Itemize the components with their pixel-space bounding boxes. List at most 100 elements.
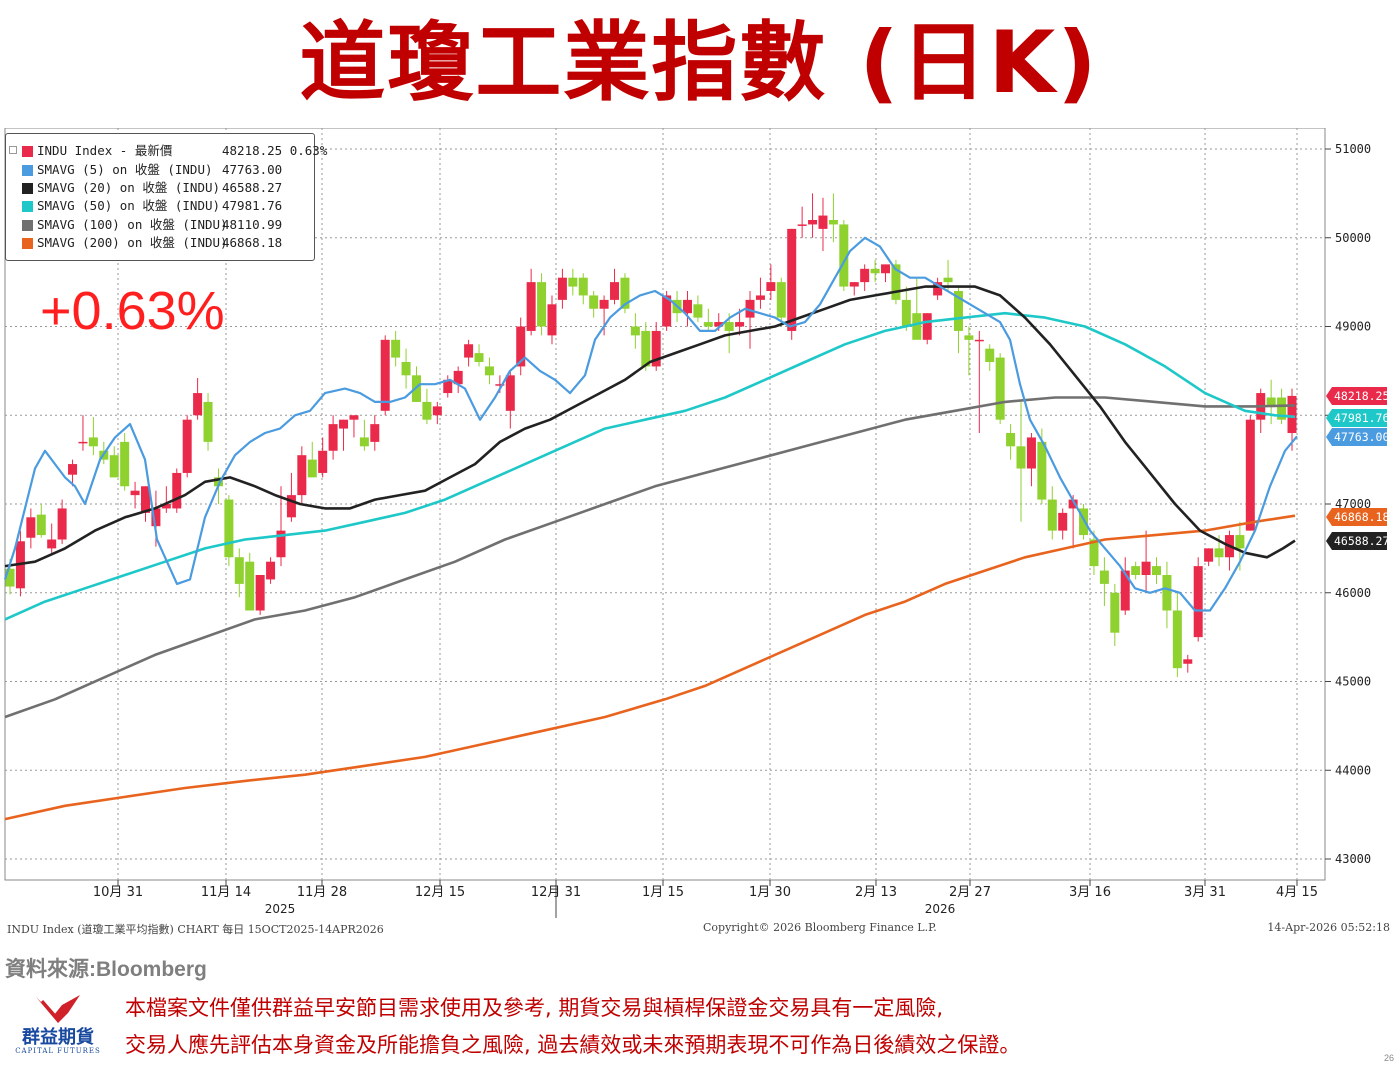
legend-swatch <box>22 201 33 212</box>
candle <box>682 291 692 327</box>
candle-body <box>1131 566 1141 575</box>
candle <box>922 313 932 345</box>
candle-body <box>151 508 161 527</box>
logo-text: 群益期貨 <box>22 1027 94 1048</box>
candle-body <box>495 384 505 386</box>
candle-body <box>557 277 567 300</box>
x-tick-label: 10月 31 <box>93 885 143 900</box>
candle <box>1006 424 1016 460</box>
candle-body <box>1047 499 1057 531</box>
x-tick-label: 4月 15 <box>1276 885 1318 900</box>
candle <box>537 273 547 336</box>
legend-row: SMAVG (50) on 收盤 (INDU) 47981.76 <box>6 197 314 215</box>
candle-body <box>881 264 891 274</box>
legend-swatch <box>22 220 33 231</box>
candle <box>766 264 776 300</box>
candle-body <box>1204 548 1214 562</box>
candle-body <box>1099 570 1109 584</box>
candle-body <box>1120 570 1130 611</box>
candle <box>1204 548 1214 567</box>
candle-body <box>891 264 901 300</box>
candle-body <box>995 357 1005 420</box>
candle-body <box>464 344 474 358</box>
candle-body <box>255 575 265 611</box>
sma-line <box>4 311 1296 621</box>
value-tag-label: 48218.25 <box>1334 389 1389 403</box>
sma-line <box>4 396 1296 719</box>
candle-body <box>568 277 578 287</box>
candle <box>724 313 734 354</box>
candle-body <box>120 441 130 487</box>
candle-body <box>714 322 724 327</box>
candle <box>391 330 401 367</box>
candle <box>266 557 276 584</box>
candle-body <box>922 313 932 340</box>
candle <box>516 317 526 376</box>
candle <box>380 335 390 416</box>
candle <box>1183 654 1193 673</box>
candle <box>1193 557 1203 642</box>
candle-body <box>297 455 307 496</box>
candle-body <box>422 401 432 420</box>
candle-body <box>620 277 630 309</box>
disclaimer: 本檔案文件僅供群益早安節目需求使用及參考, 期貨交易與槓桿保證金交易具有一定風險… <box>125 990 1020 1064</box>
candle-body <box>818 215 828 229</box>
candle <box>599 295 609 336</box>
candle-body <box>641 330 651 367</box>
candle <box>1047 486 1057 540</box>
candle <box>1079 504 1089 540</box>
candle-body <box>693 304 703 318</box>
candle <box>630 313 640 349</box>
value-tag: 47763.00 <box>1326 428 1389 446</box>
candle <box>849 282 859 296</box>
chart-axes: 5100050000490004800047000460004500044000… <box>93 142 1371 918</box>
candle-body <box>339 419 349 429</box>
candle-body <box>484 366 494 376</box>
candle-body <box>307 459 317 478</box>
candle-body <box>57 508 67 540</box>
candle <box>776 277 786 327</box>
value-tag-label: 46868.18 <box>1334 510 1389 524</box>
candle-body <box>589 295 599 309</box>
candle <box>203 393 213 451</box>
candle <box>1068 495 1078 549</box>
candle <box>1152 557 1162 584</box>
legend-value: 46868.18 <box>222 235 283 250</box>
y-tick-label: 47000 <box>1335 497 1371 511</box>
y-tick-label: 43000 <box>1335 852 1371 866</box>
candle-body <box>526 282 536 331</box>
candle <box>401 348 411 389</box>
candle <box>1162 561 1172 629</box>
value-tag-box <box>1326 532 1387 550</box>
disclaimer-line: 交易人應先評估本身資金及所能擔負之風險, 過去績效或未來預期表現不可作為日後績效… <box>125 1033 1021 1057</box>
candle-body <box>193 393 203 416</box>
candle <box>787 228 797 340</box>
candle-body <box>1162 575 1172 611</box>
candle <box>620 273 630 314</box>
candle-body <box>432 406 442 416</box>
x-tick-label: 12月 15 <box>415 885 465 900</box>
candle-body <box>755 295 765 300</box>
legend-handle-icon[interactable] <box>9 146 17 154</box>
candle <box>651 322 661 371</box>
candle <box>286 472 296 522</box>
candle <box>307 441 317 478</box>
candle <box>578 273 588 305</box>
candle-body <box>276 530 286 558</box>
legend-value: 48110.99 <box>222 217 283 232</box>
candle-body <box>245 561 255 611</box>
candle <box>755 277 765 309</box>
candle-body <box>901 299 911 327</box>
candle-body <box>682 299 692 314</box>
value-tag-box <box>1326 387 1387 405</box>
candle-body <box>78 441 88 444</box>
legend-swatch <box>22 146 33 157</box>
candle-body <box>161 504 171 509</box>
candle-body <box>234 557 244 584</box>
candle-body <box>130 490 140 496</box>
disclaimer-line: 本檔案文件僅供群益早安節目需求使用及參考, 期貨交易與槓桿保證金交易具有一定風險… <box>125 996 944 1020</box>
candle <box>443 375 453 398</box>
candle <box>1016 401 1026 522</box>
candle-body <box>443 379 453 394</box>
candle <box>370 415 380 451</box>
